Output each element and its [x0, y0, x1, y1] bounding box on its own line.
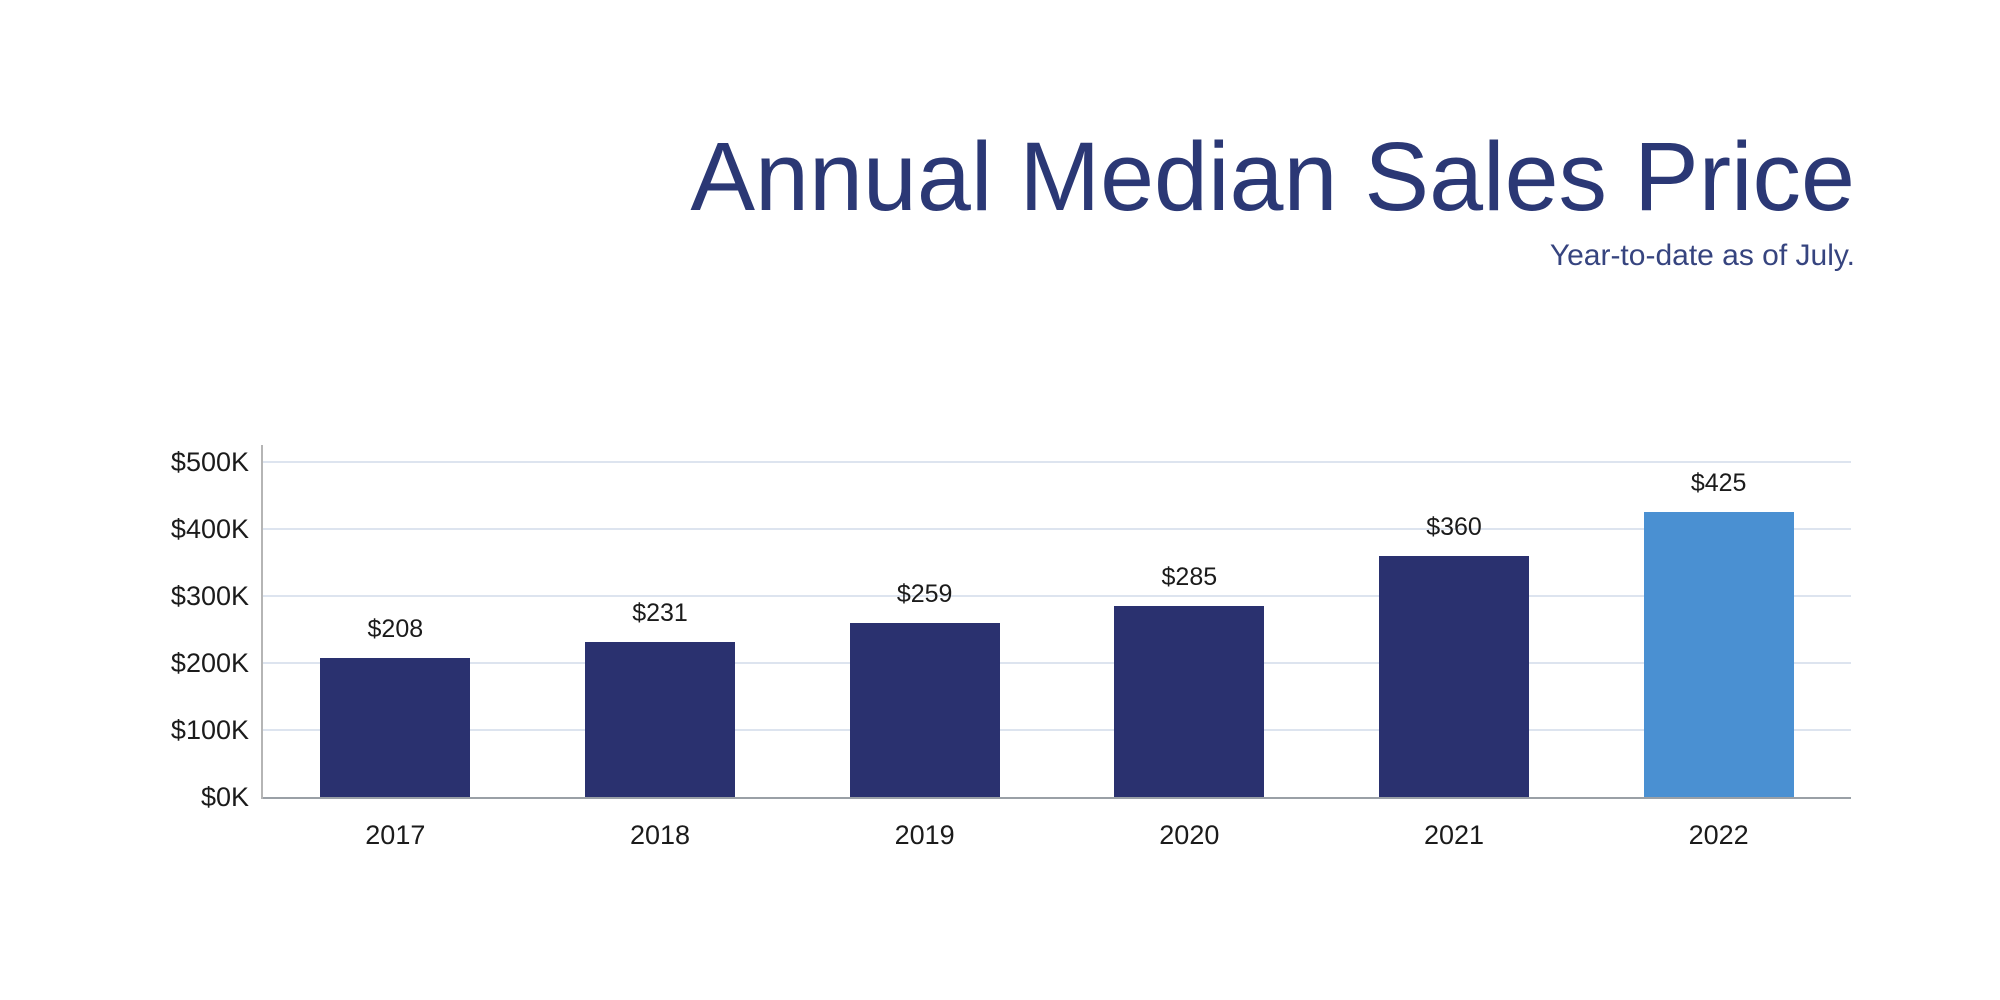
bar-2019	[849, 623, 1000, 797]
bar-value-label-2018: $231	[632, 599, 688, 628]
chart-subtitle: Year-to-date as of July.	[1549, 239, 1855, 272]
gridline-200k	[263, 662, 1851, 664]
bar-value-label-2019: $259	[896, 580, 953, 609]
bar-value-label-2022: $425	[1690, 469, 1747, 498]
x-category-label-2022: 2022	[1688, 820, 1749, 850]
bar-value-label-2021: $360	[1426, 512, 1482, 541]
bar-2021	[1379, 555, 1529, 797]
x-axis-line	[263, 797, 1851, 799]
x-category-label-2020: 2020	[1159, 820, 1220, 850]
gridline-300k	[263, 595, 1851, 597]
bar-value-label-2020: $285	[1161, 563, 1218, 592]
bar-value-label-2017: $208	[367, 614, 424, 643]
y-tick-label-400k: $400K	[170, 514, 249, 544]
bar-2022	[1643, 512, 1794, 797]
bar-2017	[320, 657, 471, 797]
y-tick-label-200k: $200K	[170, 648, 249, 678]
gridline-400k	[263, 528, 1851, 530]
plot-area: $0K $100K $200K $300K $400K $500K $208 2017 $231…	[171, 447, 1851, 850]
x-category-label-2018: 2018	[629, 820, 691, 850]
y-tick-label-0k: $0K	[200, 782, 249, 812]
bar-2020	[1114, 606, 1265, 797]
x-category-label-2019: 2019	[894, 820, 955, 850]
y-tick-label-100k: $100K	[170, 715, 249, 745]
x-category-label-2017: 2017	[365, 820, 426, 850]
y-axis-line	[261, 445, 263, 799]
y-tick-label-500k: $500K	[170, 447, 249, 477]
y-tick-label-300k: $300K	[170, 581, 249, 611]
gridline-500k	[263, 461, 1851, 463]
chart-title: Annual Median Sales Price	[690, 122, 1855, 231]
gridline-100k	[263, 729, 1851, 731]
x-category-label-2021: 2021	[1423, 820, 1485, 850]
bar-2018	[585, 642, 735, 797]
